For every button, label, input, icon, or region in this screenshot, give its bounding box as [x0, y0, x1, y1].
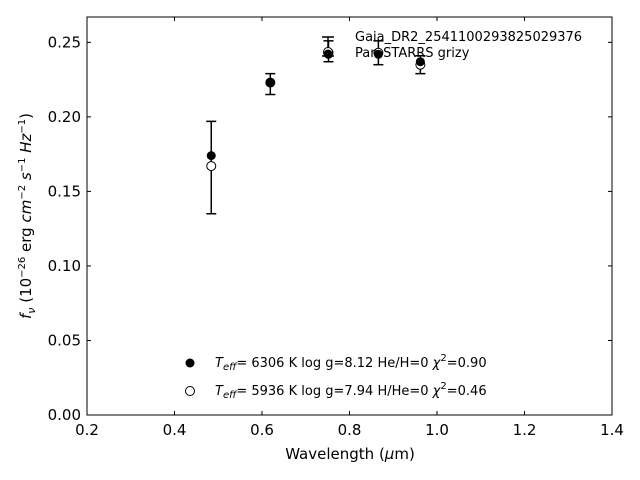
model-2-comp: H/He=0: [377, 384, 428, 399]
filled-marker-point: [265, 78, 275, 88]
x-ticks: 0.2 0.4 0.6 0.8 1.0 1.2 1.4: [75, 17, 624, 439]
legend-filled-marker-icon: [323, 49, 333, 59]
x-tick-label: 0.8: [338, 421, 362, 439]
y-tick-label: 0.15: [48, 182, 81, 200]
model-2-teff: 5936 K: [251, 384, 297, 399]
model-1-chi2: =0.90: [447, 356, 487, 371]
y-tick-label: 0.25: [48, 33, 81, 51]
y-axis-label: fν (10−26 erg cm−2 s−1 Hz−1): [17, 113, 38, 319]
y-ticks: 0.00 0.05 0.10 0.15 0.20 0.25: [48, 33, 612, 424]
x-tick-label: 1.4: [600, 421, 624, 439]
observed-errorbars: [206, 40, 426, 215]
legend-label-panstarrs: Pan-STARRS grizy: [355, 46, 470, 61]
model-1-label: Teff= 6306 K log g=8.12 He/H=0 χ2=0.90: [215, 353, 487, 373]
y-tick-label: 0.05: [48, 331, 81, 349]
model-1-logg: log g=8.12: [301, 356, 373, 371]
model-2-logg: log g=7.94: [301, 384, 373, 399]
x-tick-label: 0.2: [75, 421, 99, 439]
filled-marker-point: [415, 57, 425, 67]
model-2-chi2: =0.46: [447, 384, 487, 399]
legend: Gaia_DR2_2541100293825029376 Pan-STARRS …: [322, 30, 582, 61]
filled-marker-point: [206, 151, 216, 161]
x-tick-label: 1.0: [425, 421, 449, 439]
x-axis-label: Wavelength (μm): [285, 445, 415, 463]
y-tick-label: 0.10: [48, 257, 81, 275]
filled-marker-series: [206, 49, 425, 161]
x-tick-label: 1.2: [513, 421, 537, 439]
x-tick-label: 0.4: [163, 421, 187, 439]
model-2-open-marker: [185, 386, 195, 396]
legend-label-gaia: Gaia_DR2_2541100293825029376: [355, 30, 582, 45]
model-1-filled-marker: [185, 358, 195, 368]
y-tick-label: 0.20: [48, 108, 81, 126]
open-marker-point: [206, 161, 217, 172]
filled-marker-point: [373, 49, 383, 59]
model-annotations: Teff= 6306 K log g=8.12 He/H=0 χ2=0.90 T…: [185, 353, 487, 401]
open-marker-series: [206, 47, 426, 172]
y-tick-label: 0.00: [48, 406, 81, 424]
model-1-teff: 6306 K: [251, 356, 297, 371]
x-tick-label: 0.6: [250, 421, 274, 439]
model-1-comp: He/H=0: [377, 356, 428, 371]
model-2-label: Teff= 5936 K log g=7.94 H/He=0 χ2=0.46: [215, 381, 487, 401]
